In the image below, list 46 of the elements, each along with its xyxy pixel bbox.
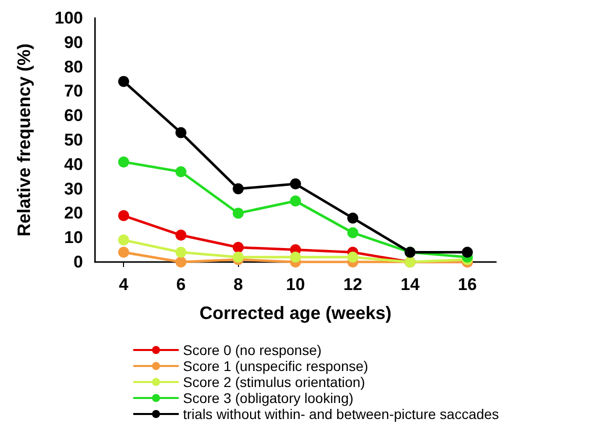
y-tick-label: 100 [54, 8, 83, 28]
y-tick-label: 50 [64, 130, 83, 150]
y-tick-label: 0 [74, 252, 83, 272]
y-tick-label: 40 [64, 154, 83, 174]
point [232, 208, 244, 219]
x-tick-label: 12 [343, 275, 362, 294]
point [118, 76, 130, 87]
point [175, 127, 186, 138]
point [175, 256, 186, 268]
point [232, 252, 244, 263]
point [290, 178, 301, 190]
point [175, 246, 186, 258]
legend-label: Score 2 (stimulus orientation) [183, 374, 366, 390]
x-axis-title: Corrected age (weeks) [199, 303, 392, 323]
y-tick-label: 30 [64, 179, 83, 198]
x-tick-label: 4 [118, 275, 129, 294]
legend-label: Score 3 (obligatory looking) [183, 390, 354, 406]
y-axis-title: Relative frequency (%) [14, 43, 34, 237]
y-tick-label: 60 [64, 106, 83, 126]
legend-label: trials without within- and between-picture saccades [183, 406, 499, 422]
point [175, 230, 186, 241]
y-tick-label: 10 [64, 228, 83, 248]
point [118, 210, 130, 222]
point [118, 156, 130, 168]
x-tick-label: 14 [400, 275, 420, 294]
legend-label: Score 1 (unspecific response) [183, 358, 368, 374]
point [290, 196, 301, 206]
y-tick-label: 90 [64, 32, 83, 52]
x-tick-label: 10 [286, 275, 305, 294]
point [118, 246, 130, 258]
point [232, 242, 244, 253]
point [232, 183, 244, 194]
x-tick-label: 6 [176, 275, 186, 294]
y-tick-label: 80 [64, 57, 83, 76]
point [175, 166, 186, 178]
point [347, 212, 358, 224]
point [347, 252, 358, 263]
legend-label: Score 0 (no response) [183, 342, 322, 358]
point [290, 252, 301, 263]
y-tick-label: 20 [64, 204, 83, 223]
x-tick-label: 16 [458, 275, 477, 294]
point [118, 234, 130, 246]
x-tick-label: 8 [233, 275, 243, 294]
point [347, 227, 358, 238]
point [462, 246, 473, 258]
y-tick-label: 70 [64, 82, 83, 101]
